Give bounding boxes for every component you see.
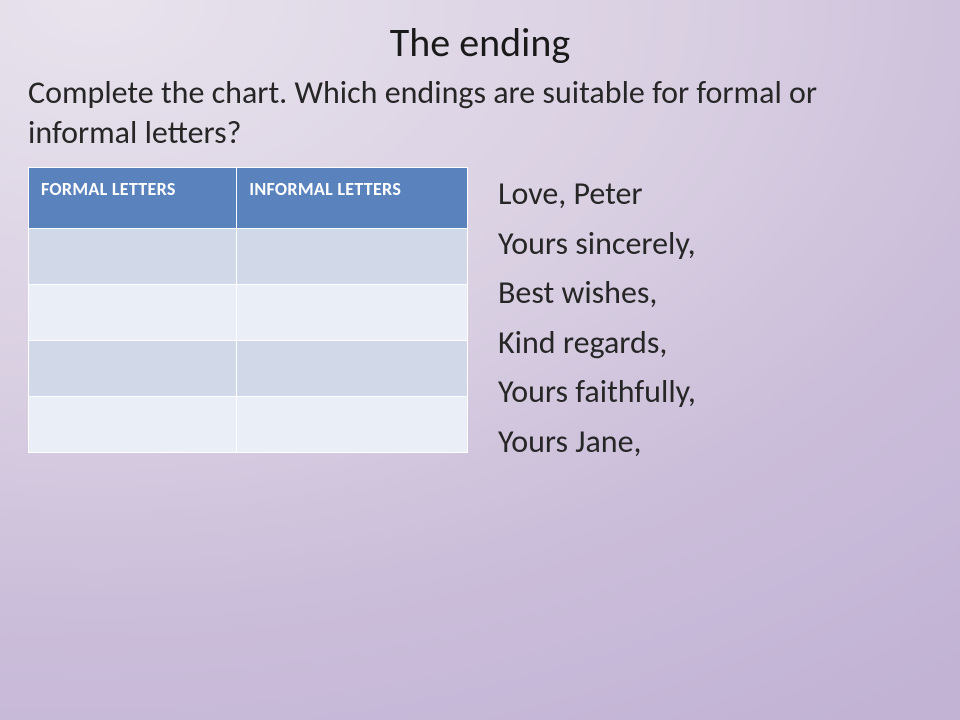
table-cell: [29, 397, 237, 453]
table-row: [29, 397, 468, 453]
column-header-informal: INFORMAL LETTERS: [237, 168, 468, 229]
table-cell: [237, 285, 468, 341]
table-cell: [29, 341, 237, 397]
list-item: Yours Jane,: [498, 417, 932, 467]
table-row: [29, 341, 468, 397]
list-item: Love, Peter: [498, 169, 932, 219]
table-row: [29, 229, 468, 285]
table-cell: [237, 341, 468, 397]
list-item: Yours faithfully,: [498, 367, 932, 417]
page-title: The ending: [0, 0, 960, 67]
letters-table-wrap: FORMAL LETTERS INFORMAL LETTERS: [28, 167, 468, 467]
table-cell: [29, 229, 237, 285]
table-cell: [29, 285, 237, 341]
column-header-formal: FORMAL LETTERS: [29, 168, 237, 229]
endings-list: Love, Peter Yours sincerely, Best wishes…: [498, 167, 932, 467]
letters-table: FORMAL LETTERS INFORMAL LETTERS: [28, 167, 468, 453]
list-item: Kind regards,: [498, 318, 932, 368]
table-cell: [237, 229, 468, 285]
list-item: Best wishes,: [498, 268, 932, 318]
page-subtitle: Complete the chart. Which endings are su…: [0, 67, 960, 153]
content-row: FORMAL LETTERS INFORMAL LETTERS Love, Pe…: [0, 153, 960, 467]
list-item: Yours sincerely,: [498, 219, 932, 269]
table-row: [29, 285, 468, 341]
table-cell: [237, 397, 468, 453]
